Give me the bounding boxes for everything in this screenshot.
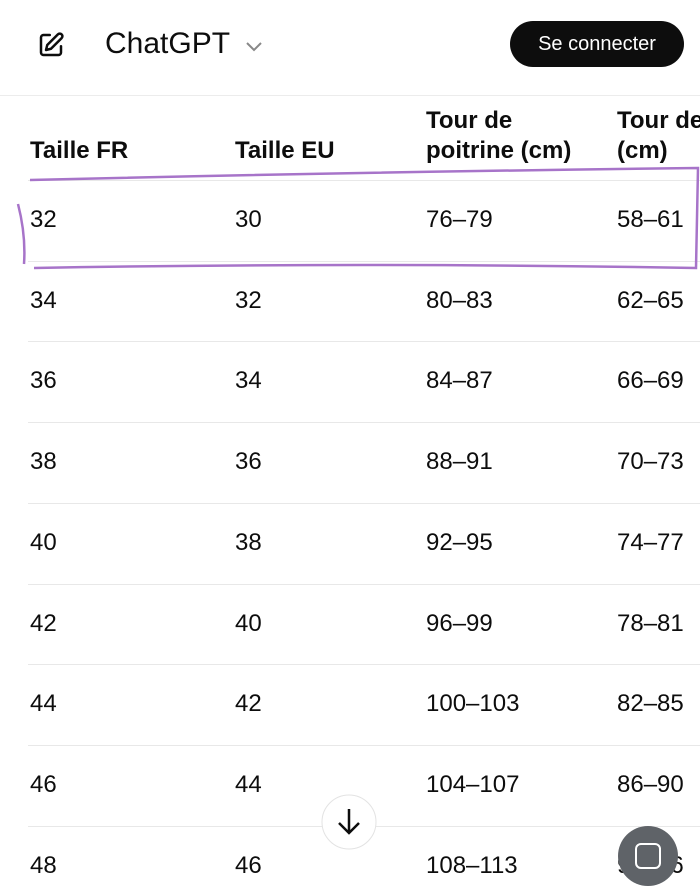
table-cell: 88–91	[426, 448, 493, 476]
table: Taille FR Taille EU Tour de poitrine (cm) T…	[0, 96, 700, 887]
row-divider	[28, 502, 700, 504]
table-cell: 48	[30, 851, 57, 879]
table-cell: 96–99	[426, 609, 493, 637]
table-cell: 91–96	[617, 851, 684, 879]
row-divider	[28, 341, 700, 343]
table-cell: 40	[30, 528, 57, 556]
login-button[interactable]: Se connecter	[510, 21, 684, 67]
table-cell: 46	[235, 851, 262, 879]
row-divider	[28, 664, 700, 666]
table-cell: 38	[30, 448, 57, 476]
table-cell: 82–85	[617, 690, 684, 718]
table-cell: 66–69	[617, 367, 684, 395]
table-cell: 100–103	[426, 690, 520, 718]
table-cell: 92–95	[426, 528, 493, 556]
app-title: ChatGPT	[105, 27, 230, 60]
new-chat-icon[interactable]	[36, 30, 66, 60]
model-selector[interactable]: ChatGPT	[105, 24, 264, 64]
table-cell: 58–61	[617, 206, 684, 233]
table-cell: 44	[30, 690, 57, 718]
table-cell: 34	[235, 367, 262, 395]
table-cell: 80–83	[426, 286, 493, 314]
row-divider	[28, 260, 700, 262]
table-cell: 36	[235, 448, 262, 476]
table-cell: 74–77	[617, 528, 684, 556]
row-divider	[28, 422, 700, 424]
table-cell: 70–73	[617, 448, 684, 476]
table-cell: 62–65	[617, 286, 684, 314]
table-cell: 104–107	[426, 770, 520, 798]
row-divider	[28, 180, 700, 181]
table-cell: 34	[30, 286, 57, 314]
table-cell: 32	[30, 206, 57, 233]
table-cell: 76–79	[426, 206, 493, 233]
table-cell: 36	[30, 367, 57, 395]
table-cell: 78–81	[617, 609, 684, 637]
column-header: Taille FR	[30, 137, 129, 164]
table-cell: 84–87	[426, 367, 493, 395]
row-divider	[28, 583, 700, 585]
table-cell: 32	[235, 286, 262, 314]
top-bar: ChatGPT Se connecter	[0, 0, 700, 96]
column-header: Tour de poitrine (cm)	[426, 107, 572, 164]
row-divider	[28, 825, 700, 827]
table-cell: 30	[235, 206, 262, 233]
chevron	[246, 42, 262, 52]
table-cell: 42	[235, 690, 262, 718]
column-header: Tour de taille (cm)	[617, 107, 700, 164]
table-cell: 42	[30, 609, 57, 637]
table-cell: 38	[235, 528, 262, 556]
table-cell: 44	[235, 770, 262, 798]
table-cell: 40	[235, 609, 262, 637]
row-divider	[28, 744, 700, 746]
column-header: Taille EU	[235, 137, 335, 164]
table-cell: 108–113	[426, 851, 518, 879]
table-cell: 86–90	[617, 770, 684, 798]
table-cell: 46	[30, 770, 57, 798]
